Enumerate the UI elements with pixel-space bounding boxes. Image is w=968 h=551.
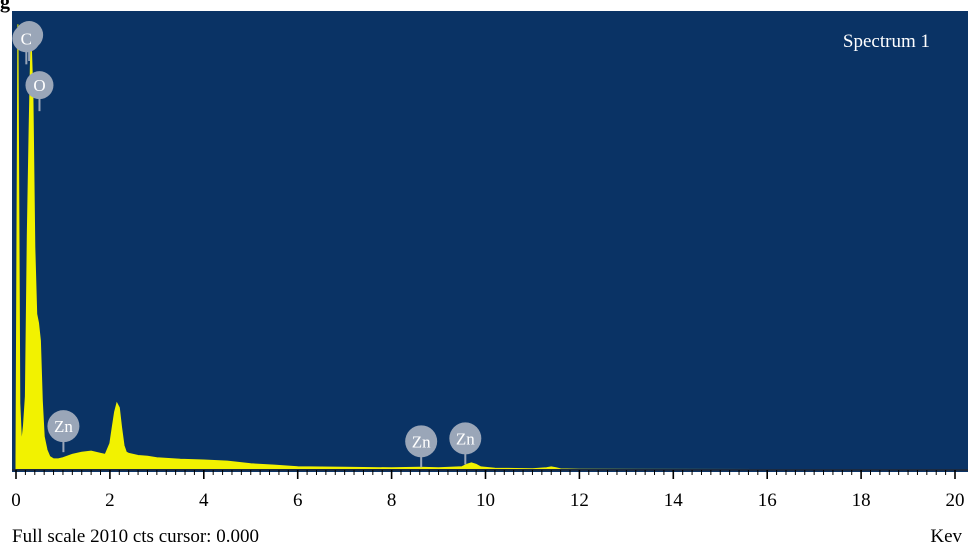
marker-label-zn: Zn [456, 429, 475, 448]
x-tick-label: 8 [387, 490, 397, 511]
chart-title: Spectrum 1 [842, 31, 930, 52]
marker-label-zn: Zn [54, 417, 73, 436]
marker-circle-o [25, 71, 54, 100]
x-tick-label: 18 [852, 490, 871, 511]
marker-circle-zn [405, 425, 438, 458]
x-tick-label: 0 [11, 490, 21, 511]
marker-circle-zn [449, 422, 482, 455]
x-tick-label: 6 [293, 490, 303, 511]
spectrum-layer [15, 24, 956, 471]
marker-circle-c [12, 24, 41, 53]
x-tick-label: 20 [946, 490, 965, 511]
x-tick-label: 4 [199, 490, 209, 511]
x-tick-label: 2 [105, 490, 115, 511]
x-axis-label: Kev [930, 526, 962, 547]
marker-label-c: C [21, 29, 32, 48]
x-tick-label: 12 [570, 490, 589, 511]
marker-label-zn: Zn [412, 432, 431, 451]
spectrum-series-0 [15, 24, 956, 471]
x-axis: 0 2 4 6 8 10 12 14 16 18 20 [11, 469, 968, 511]
x-tick-label: 16 [758, 490, 777, 511]
x-tick-label: 10 [476, 490, 495, 511]
element-markers: NCOZnZnZn [12, 21, 482, 468]
footer-status: Full scale 2010 cts cursor: 0.000 [12, 526, 259, 547]
plot-area [12, 11, 968, 472]
marker-label-o: O [33, 76, 45, 95]
figure-label: g [0, 0, 10, 13]
x-tick-label: 14 [664, 490, 684, 511]
marker-circle-zn [47, 410, 80, 443]
